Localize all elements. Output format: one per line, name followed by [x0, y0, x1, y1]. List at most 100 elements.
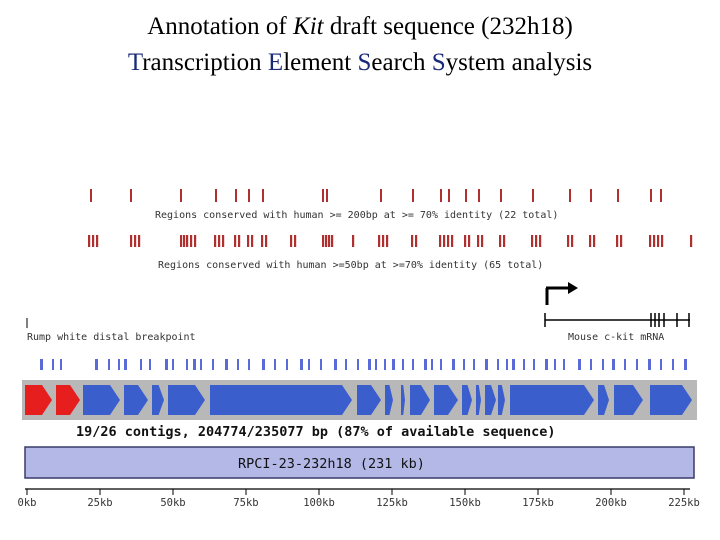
conserved-region-mark — [657, 235, 660, 247]
contig-arrow — [83, 385, 120, 415]
contig-arrow — [434, 385, 458, 415]
conserved-region-mark — [235, 189, 237, 202]
repeat-mark — [248, 359, 250, 370]
conserved-region-mark — [222, 235, 225, 247]
repeat-mark — [563, 359, 565, 370]
repeat-mark — [412, 359, 414, 370]
repeat-mark — [140, 359, 142, 370]
repeat-mark — [237, 359, 239, 370]
repeat-mark — [545, 359, 548, 370]
scale-tick-label: 75kb — [233, 497, 258, 509]
conserved-region-mark — [569, 189, 571, 202]
repeat-mark — [300, 359, 303, 370]
contig-arrow — [650, 385, 692, 415]
contig-arrows — [25, 385, 692, 415]
conserved-region-mark — [649, 235, 652, 247]
c-kit-mrna-gene-model — [544, 313, 690, 327]
repeat-mark — [384, 359, 386, 370]
conserved-region-mark — [96, 235, 99, 247]
repeat-mark — [512, 359, 515, 370]
repeat-mark — [554, 359, 556, 370]
repeat-mark — [684, 359, 687, 370]
contig-arrow — [476, 385, 481, 415]
conserved-region-mark — [617, 189, 619, 202]
conserved-region-mark — [352, 235, 355, 247]
contig-arrow — [410, 385, 430, 415]
conserved-50bp-label: Regions conserved with human >=50bp at >… — [158, 260, 543, 271]
mrna-label: Mouse c-kit mRNA — [568, 332, 664, 343]
repeat-mark — [345, 359, 347, 370]
conserved-region-mark — [322, 235, 325, 247]
conserved-region-mark — [415, 235, 418, 247]
repeat-mark — [200, 359, 202, 370]
repeat-mark — [506, 359, 508, 370]
contig-summary-label: 19/26 contigs, 204774/235077 bp (87% of … — [76, 424, 556, 440]
repeat-mark — [308, 359, 310, 370]
slide-title-line-1: Annotation of Kit draft sequence (232h18… — [0, 12, 720, 42]
contig-arrow — [385, 385, 393, 415]
conserved-regions-50bp-track — [88, 235, 693, 247]
conserved-region-mark — [465, 189, 467, 202]
repeat-mark — [212, 359, 214, 370]
contig-arrow — [210, 385, 352, 415]
conserved-region-mark — [620, 235, 623, 247]
repeat-mark — [392, 359, 395, 370]
title-gene-name: Kit — [293, 13, 324, 40]
conserved-region-mark — [590, 189, 592, 202]
contig-arrow — [152, 385, 164, 415]
repeat-mark — [334, 359, 337, 370]
scale-tick-label: 200kb — [595, 497, 627, 509]
conserved-region-mark — [247, 235, 250, 247]
repeat-mark — [402, 359, 404, 370]
conserved-region-mark — [535, 235, 538, 247]
conserved-region-mark — [439, 235, 442, 247]
conserved-region-mark — [130, 189, 132, 202]
title-word-3: earch — [371, 49, 432, 76]
conserved-region-mark — [477, 235, 480, 247]
repeat-mark — [602, 359, 604, 370]
conserved-region-mark — [180, 189, 182, 202]
contig-arrow — [124, 385, 148, 415]
breakpoint-label: Rump white distal breakpoint — [27, 332, 196, 343]
title-word-4: ystem analysis — [445, 49, 593, 76]
contig-arrow — [168, 385, 205, 415]
scale-axis: 0kb 25kb 50kb 75kb 100kb 125kb 150kb 175kb 200kb… — [18, 489, 700, 509]
conserved-region-mark — [194, 235, 197, 247]
conserved-region-mark — [294, 235, 297, 247]
conserved-region-mark — [386, 235, 389, 247]
repeat-mark — [672, 359, 674, 370]
conserved-region-mark — [134, 235, 137, 247]
scale-tick-label: 50kb — [160, 497, 185, 509]
conserved-region-mark — [251, 235, 254, 247]
repeat-mark — [286, 359, 288, 370]
repeat-mark — [262, 359, 265, 370]
conserved-region-mark — [248, 189, 250, 202]
contig-arrow — [56, 385, 80, 415]
contig-arrow — [598, 385, 609, 415]
conserved-region-mark — [503, 235, 506, 247]
conserved-region-mark — [650, 189, 652, 202]
repeat-mark — [523, 359, 525, 370]
conserved-region-mark — [265, 235, 268, 247]
conserved-region-mark — [500, 189, 502, 202]
repeat-mark — [485, 359, 488, 370]
conserved-region-mark — [440, 189, 442, 202]
repeat-mark — [440, 359, 442, 370]
repeat-mark — [636, 359, 638, 370]
conserved-region-mark — [378, 235, 381, 247]
repeat-mark — [612, 359, 615, 370]
contig-arrow — [357, 385, 381, 415]
conserved-region-mark — [261, 235, 264, 247]
conserved-region-mark — [234, 235, 237, 247]
slide-title-line-2: Transcription Element Search System anal… — [0, 48, 720, 78]
repeat-mark — [172, 359, 174, 370]
conserved-regions-200bp-track — [90, 189, 662, 202]
scale-tick-label: 125kb — [376, 497, 408, 509]
conserved-region-mark — [690, 235, 693, 247]
conserved-region-mark — [190, 235, 193, 247]
repeat-mark — [193, 359, 196, 370]
conserved-region-mark — [218, 235, 221, 247]
contig-arrow — [462, 385, 472, 415]
conserved-region-mark — [589, 235, 592, 247]
